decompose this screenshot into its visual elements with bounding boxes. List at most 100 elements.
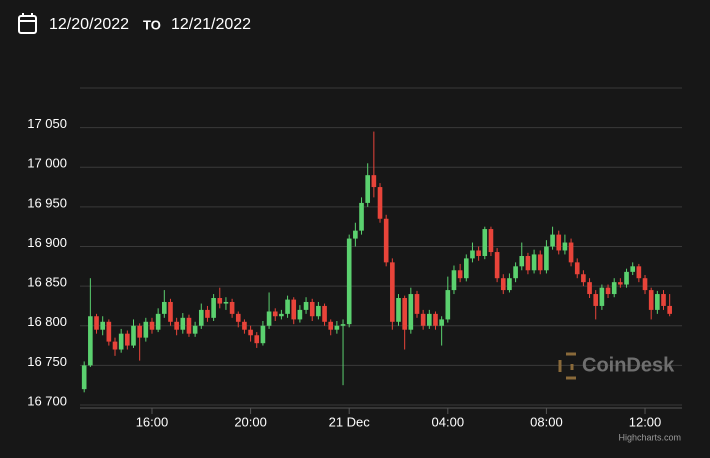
candle-body: [229, 301, 235, 314]
candle-body: [377, 187, 383, 219]
calendar-icon[interactable]: [18, 13, 37, 34]
candle-body: [525, 256, 531, 271]
candle-body: [303, 301, 309, 310]
candle-body: [118, 333, 124, 350]
candle-body: [137, 325, 142, 338]
candle-body: [322, 305, 327, 322]
candle-body: [125, 333, 130, 346]
candle-body: [556, 234, 562, 251]
candle-body: [106, 321, 112, 342]
y-tick-label: 16 900: [27, 235, 67, 250]
candle-body: [445, 290, 451, 320]
candle-body: [198, 309, 204, 326]
y-tick-label: 16 800: [27, 314, 67, 329]
candle-body: [353, 230, 358, 239]
candle-body: [433, 313, 438, 326]
plot-area: 16 700 16 750 16 800 16 850 16 900 16 950 17 0…: [27, 87, 682, 429]
candle-body: [544, 246, 549, 271]
candle-body: [562, 242, 568, 251]
candle-body: [574, 262, 580, 275]
candle-body: [235, 313, 241, 322]
candle-body: [371, 175, 377, 188]
candle-body: [482, 229, 488, 257]
candle-body: [390, 262, 395, 322]
candle-body: [297, 309, 303, 320]
candle-body: [630, 266, 636, 272]
candle-body: [611, 282, 617, 295]
y-tick-label: 17 050: [27, 116, 67, 131]
candle-body: [161, 301, 167, 314]
candle-body: [180, 317, 186, 330]
candle-body: [624, 271, 629, 285]
credits[interactable]: Highcharts.com: [618, 432, 681, 442]
y-tick-label: 16 950: [27, 195, 67, 210]
candle-body: [494, 252, 500, 279]
y-tick-label: 16 750: [27, 354, 67, 369]
candle-body: [223, 301, 229, 304]
candle-body: [192, 325, 198, 334]
candle-body: [550, 234, 555, 247]
candle-body: [340, 324, 346, 326]
candle-body: [463, 258, 469, 279]
candle-body: [488, 229, 494, 253]
candle-body: [427, 313, 432, 326]
candle-body: [470, 250, 475, 259]
candle-body: [205, 309, 210, 318]
candle-body: [309, 301, 315, 317]
watermark: CoinDesk: [582, 354, 675, 376]
candle-body: [402, 298, 407, 330]
candle-body: [279, 313, 284, 317]
candle-body: [88, 316, 93, 366]
date-to[interactable]: 12/21/2022: [171, 16, 251, 33]
candle-body: [593, 294, 599, 306]
candle-body: [599, 287, 605, 306]
x-tick-label: 12:00: [629, 414, 662, 429]
candle-body: [149, 321, 155, 330]
candle-body: [217, 298, 223, 304]
candle-body: [346, 238, 352, 325]
candle-body: [618, 282, 623, 285]
candle-body: [359, 202, 364, 231]
candle-body: [396, 298, 401, 322]
y-tick-label: 17 000: [27, 156, 67, 171]
candle-body: [260, 325, 266, 344]
y-tick-label: 16 850: [27, 275, 67, 290]
candle-body: [316, 305, 321, 317]
candle-body: [537, 254, 543, 271]
candle-body: [168, 301, 173, 322]
candle-body: [211, 298, 216, 318]
candle-body: [661, 294, 666, 306]
y-tick-label: 16 700: [27, 393, 67, 408]
candle-body: [513, 266, 518, 279]
date-separator: TO: [143, 17, 161, 32]
candle-body: [291, 299, 297, 320]
candle-body: [186, 317, 192, 334]
candle-body: [414, 294, 420, 314]
candle-body: [636, 266, 642, 279]
candle-body: [131, 325, 136, 346]
candle-body: [285, 299, 290, 314]
candle-body: [531, 254, 537, 271]
candle-body: [642, 278, 648, 291]
candle-body: [254, 335, 260, 344]
candle-body: [94, 316, 99, 330]
candle-body: [365, 175, 370, 203]
candle-body: [420, 313, 426, 326]
candle-body: [439, 319, 444, 326]
logo-mark: [558, 352, 576, 380]
watermark-logo: [558, 352, 576, 380]
candle-body: [112, 341, 118, 350]
candle-body: [667, 305, 672, 314]
x-tick-label: 16:00: [136, 414, 169, 429]
candle-body: [408, 294, 414, 330]
candle-body: [476, 250, 481, 257]
date-from[interactable]: 12/20/2022: [49, 16, 129, 33]
candle-body: [655, 294, 660, 310]
candle-body: [242, 321, 247, 330]
candle-body: [334, 325, 340, 330]
candle-body: [587, 282, 592, 295]
candle-body: [581, 274, 586, 283]
candle-body: [568, 242, 574, 263]
candle-body: [507, 278, 512, 291]
